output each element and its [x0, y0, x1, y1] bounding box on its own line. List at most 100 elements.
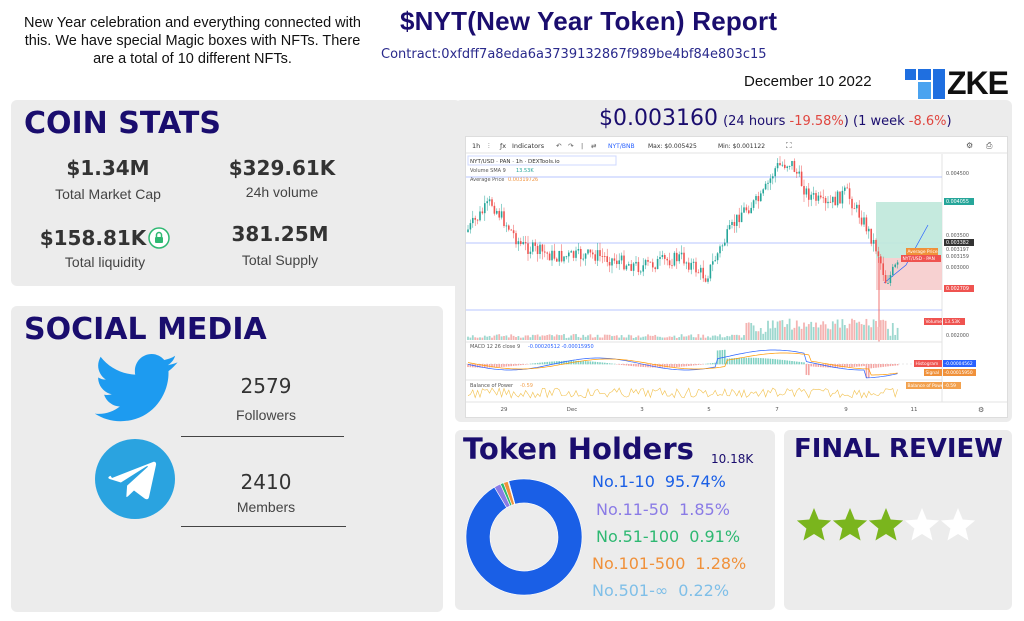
undo-icon[interactable]: ↶	[556, 142, 561, 150]
holder-row: No.101-500 1.28%	[592, 554, 746, 573]
change-1w-prefix: (1 week	[853, 114, 905, 129]
bop-legend: Balance of Power	[470, 383, 514, 389]
right-tag-label: -0.00004562	[945, 361, 973, 367]
star-filled-icon	[832, 508, 868, 541]
fullscreen-icon[interactable]: ⛶	[785, 141, 792, 150]
token-holders-panel: Token Holders 10.18K No.1-10 95.74% No.11-…	[455, 430, 775, 610]
right-tag-label: Average Price	[908, 249, 938, 255]
supply-stat: 381.25M Total Supply	[205, 222, 355, 268]
star-empty-icon	[904, 508, 940, 541]
settings-icon[interactable]: ⚙	[966, 141, 973, 150]
holder-share-value: 0.22%	[678, 581, 730, 600]
right-tag-label: -0.00015950	[945, 370, 973, 376]
price-axis-label: 0.003382	[946, 240, 969, 246]
telegram-divider	[181, 526, 346, 527]
volume-value: $329.61K	[228, 156, 336, 180]
donut-slice	[507, 480, 516, 505]
time-axis-label: 7	[775, 407, 779, 413]
social-media-panel: SOCIAL MEDIA 2579 Followers 2410 Members	[11, 306, 443, 612]
star-filled-icon	[796, 508, 832, 541]
time-axis-label: 11	[911, 407, 918, 413]
holders-count: 10.18K	[711, 452, 754, 466]
volume-stat: $329.61K 24h volume	[207, 156, 357, 200]
change-24h-value: -19.58%	[789, 114, 844, 129]
telegram-icon[interactable]	[95, 439, 175, 519]
link-icon[interactable]: ⇄	[591, 142, 597, 150]
holder-row: No.51-100 0.91%	[596, 527, 740, 546]
indicators-button[interactable]: Indicators	[512, 142, 545, 150]
change-1w-value: -8.6%	[908, 114, 947, 129]
volume-sma-value: 13.53K	[516, 168, 534, 174]
time-axis-label: 9	[844, 407, 848, 413]
page-title: $NYT(New Year Token) Report	[400, 6, 778, 36]
twitter-icon[interactable]	[95, 354, 179, 424]
liquidity-label: Total liquidity	[64, 254, 146, 270]
max-price-label: Max: $0.005425	[648, 143, 697, 150]
price-axis-label: 0.002709	[946, 286, 969, 292]
intro-text: New Year celebration and everything conn…	[24, 15, 361, 67]
time-axis-label: 29	[501, 407, 508, 413]
interval-button[interactable]: 1h	[472, 142, 480, 150]
supply-label: Total Supply	[241, 252, 319, 268]
holder-range-label: No.11-50	[596, 500, 670, 519]
social-media-title: SOCIAL MEDIA	[24, 312, 267, 347]
price-chart-panel: $0.003160 (24 hours -19.58%) (1 week -8.…	[455, 100, 1012, 422]
price-axis-label: 0.004055	[946, 199, 969, 205]
macd-values: -0.00020512 -0.00015950	[528, 344, 594, 350]
change-24h-suffix: )	[843, 114, 849, 129]
coin-stats-title: COIN STATS	[24, 106, 221, 141]
final-review-title: FINAL REVIEW	[794, 434, 1003, 464]
right-tag-label: Volume	[926, 319, 943, 325]
right-tag-label: Balance of Power	[908, 383, 946, 389]
bop-value: -0.59	[520, 383, 533, 389]
price-axis: 0.004500 0.004055 0.0035000.0033820.003197…	[944, 171, 974, 339]
holder-share-value: 1.85%	[679, 500, 730, 519]
donut-slice	[465, 478, 583, 596]
contract-address: Contract:0xfdff7a8eda6a3739132867f989be4…	[381, 47, 767, 62]
lock-icon	[148, 227, 171, 249]
twitter-divider	[181, 436, 344, 437]
price-summary: $0.003160 (24 hours -19.58%) (1 week -8.…	[599, 106, 952, 131]
chart-type-icon[interactable]: ⫶	[488, 142, 490, 150]
right-tag-label: Signal	[926, 370, 940, 376]
right-tag-label: Histogram	[916, 361, 939, 367]
final-review-panel: FINAL REVIEW	[784, 430, 1012, 610]
holder-row: No.1-10 95.74%	[592, 472, 726, 491]
candlestick-chart[interactable]: 1h ⫶ ƒx Indicators ↶ ↷ | ⇄ NYT/BNB Max: …	[466, 137, 1007, 417]
rating-stars	[796, 508, 976, 541]
star-filled-icon	[868, 508, 904, 541]
market-cap-value: $1.34M	[66, 156, 150, 180]
holder-share-value: 1.28%	[695, 554, 747, 573]
axis-settings-icon[interactable]: ⚙	[978, 406, 984, 414]
holders-donut-chart	[465, 478, 583, 596]
market-cap-stat: $1.34M Total Market Cap	[33, 156, 183, 202]
holder-range-label: No.501-∞	[592, 581, 669, 600]
holder-range-label: No.51-100	[596, 527, 680, 546]
holder-share-value: 0.91%	[689, 527, 741, 546]
pair-button[interactable]: NYT/BNB	[608, 143, 635, 150]
brand-text: ZKE	[947, 65, 1009, 101]
twitter-followers-label: Followers	[236, 407, 296, 423]
holder-row: No.501-∞ 0.22%	[592, 581, 729, 600]
right-tag-label: NYT/USD · PAN	[903, 256, 935, 262]
price-axis-label: 0.003197	[946, 247, 969, 253]
average-price-legend: Average Price	[470, 177, 504, 183]
price-chart-screenshot[interactable]: 1h ⫶ ƒx Indicators ↶ ↷ | ⇄ NYT/BNB Max: …	[465, 136, 1008, 418]
price-axis-label: 0.002000	[946, 333, 969, 339]
snapshot-icon[interactable]: ⎙	[986, 141, 993, 150]
separator-icon: |	[581, 142, 583, 150]
holder-range-label: No.101-500	[592, 554, 686, 573]
right-tag-label: -0.59	[945, 383, 957, 389]
report-date: December 10 2022	[744, 73, 872, 90]
token-holders-title: Token Holders	[463, 432, 694, 466]
current-price: $0.003160	[599, 106, 718, 131]
holder-range-label: No.1-10	[592, 472, 655, 491]
volume-label: 24h volume	[245, 184, 319, 200]
holder-share-value: 95.74%	[664, 472, 726, 491]
price-axis-label: 0.003159	[946, 254, 969, 260]
indicators-icon[interactable]: ƒx	[499, 142, 506, 150]
telegram-members-count: 2410	[240, 470, 292, 494]
redo-icon[interactable]: ↷	[568, 142, 574, 150]
supply-value: 381.25M	[231, 222, 329, 246]
